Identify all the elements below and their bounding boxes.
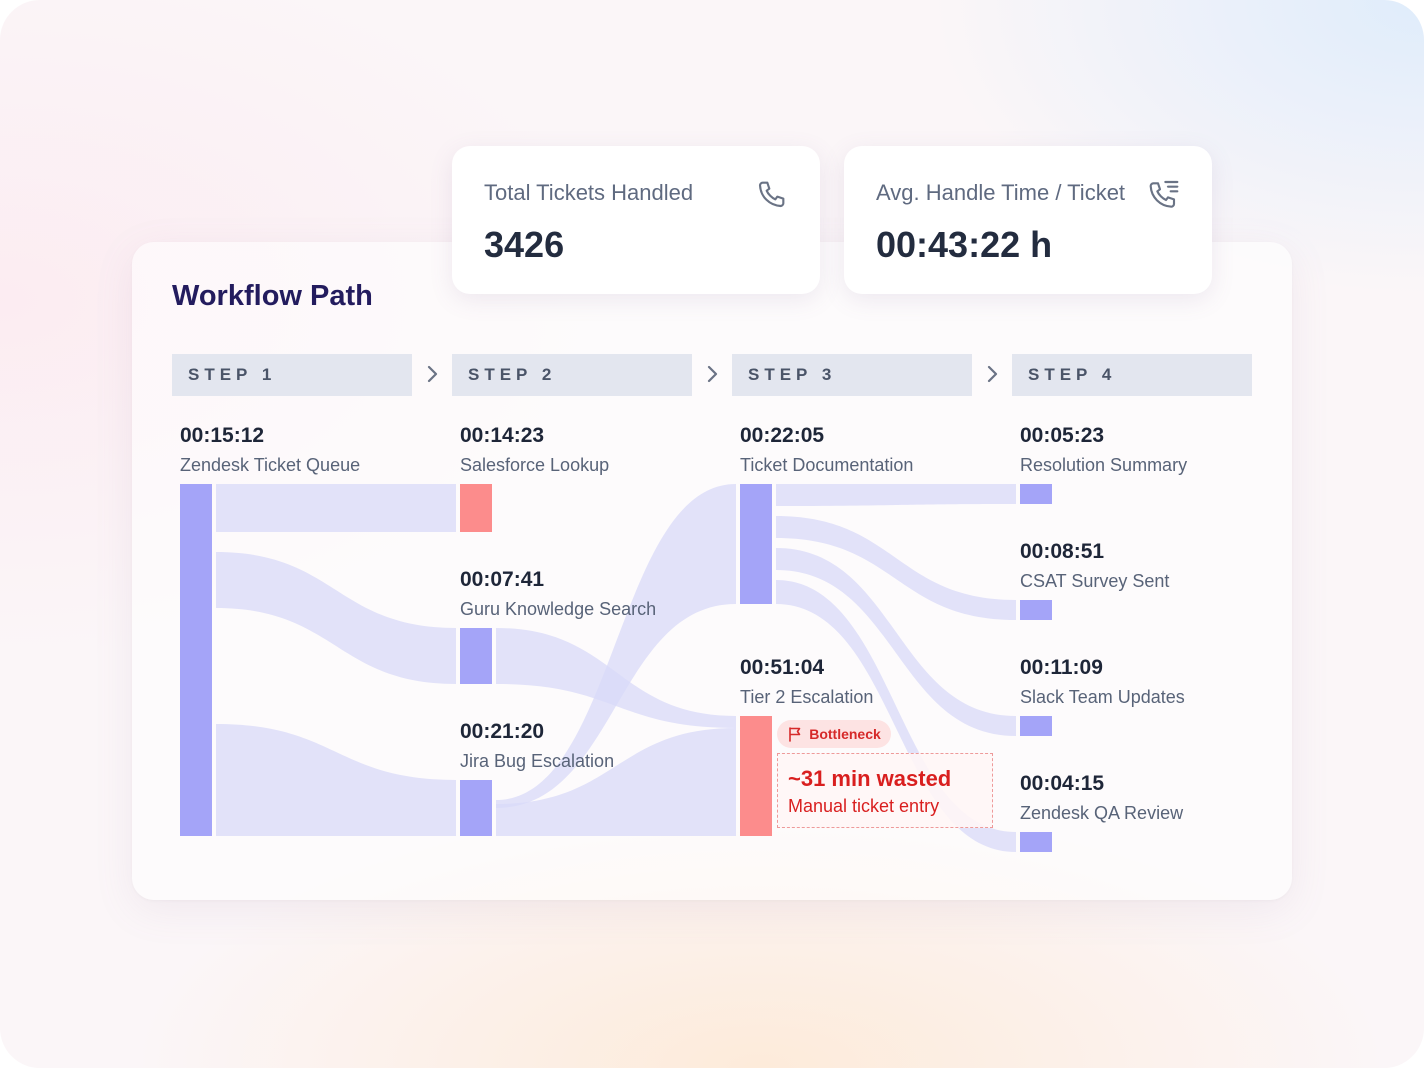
flow-documentation-to-qa <box>776 580 1016 852</box>
flow-queue-to-salesforce <box>216 484 456 532</box>
node-bar-jira-bug-escalation[interactable] <box>460 780 492 836</box>
node-bar-tier-2-escalation[interactable] <box>740 716 772 836</box>
node-time: 00:51:04 <box>740 656 825 679</box>
step-header-3: STEP 3 <box>732 354 972 396</box>
flow-documentation-to-resolution <box>776 484 1016 506</box>
waste-headline: ~31 min wasted <box>788 766 952 791</box>
node-bar-salesforce-lookup[interactable] <box>460 484 492 532</box>
node-bar-resolution-summary[interactable] <box>1020 484 1052 504</box>
step-header-2: STEP 2 <box>452 354 692 396</box>
flag-icon <box>789 727 801 742</box>
node-label: Salesforce Lookup <box>460 455 610 475</box>
waste-callout: ~31 min wasted Manual ticket entry <box>777 753 993 828</box>
node-label: Jira Bug Escalation <box>460 751 615 771</box>
node-label: Zendesk QA Review <box>1020 803 1184 823</box>
chevron-right-icon <box>707 365 718 383</box>
stat-card-avg-handle-time: Avg. Handle Time / Ticket 00:43:22 h <box>844 146 1212 294</box>
node-time: 00:11:09 <box>1020 656 1103 679</box>
stat-value: 00:43:22 h <box>876 224 1053 265</box>
stat-value: 3426 <box>484 224 565 265</box>
chevron-right-icon <box>987 365 998 383</box>
node-label: Tier 2 Escalation <box>740 687 874 707</box>
step-header-1: STEP 1 <box>172 354 412 396</box>
bottleneck-badge-label: Bottleneck <box>809 726 881 742</box>
flow-guru-to-escalation <box>496 628 736 728</box>
phone-list-icon <box>1149 180 1179 208</box>
node-label: Zendesk Ticket Queue <box>180 455 361 475</box>
flow-jira-to-escalation <box>496 728 736 836</box>
flow-documentation-to-csat <box>776 516 1016 620</box>
phone-icon <box>758 181 785 208</box>
node-label: Guru Knowledge Search <box>460 599 657 619</box>
node-time: 00:05:23 <box>1020 424 1105 447</box>
node-bar-slack-team-updates[interactable] <box>1020 716 1052 736</box>
node-label: Slack Team Updates <box>1020 687 1185 707</box>
node-time: 00:22:05 <box>740 424 825 447</box>
workflow-title: Workflow Path <box>172 280 373 312</box>
stat-label: Avg. Handle Time / Ticket <box>876 180 1126 205</box>
node-time: 00:08:51 <box>1020 540 1105 563</box>
node-time: 00:14:23 <box>460 424 545 447</box>
node-bar-zendesk-qa-review[interactable] <box>1020 832 1052 852</box>
flow-documentation-to-slack <box>776 548 1016 736</box>
step-header-4: STEP 4 <box>1012 354 1252 396</box>
stat-label: Total Tickets Handled <box>484 180 694 205</box>
node-time: 00:07:41 <box>460 568 545 591</box>
node-bar-zendesk-ticket-queue[interactable] <box>180 484 212 836</box>
bottleneck-badge: Bottleneck <box>777 720 891 748</box>
node-bar-csat-survey-sent[interactable] <box>1020 600 1052 620</box>
flow-jira-to-documentation <box>496 484 736 808</box>
flow-queue-to-guru <box>216 552 456 684</box>
node-time: 00:15:12 <box>180 424 265 447</box>
node-time: 00:04:15 <box>1020 772 1105 795</box>
node-time: 00:21:20 <box>460 720 545 743</box>
stat-card-total-tickets: Total Tickets Handled 3426 <box>452 146 820 294</box>
node-label: Resolution Summary <box>1020 455 1188 475</box>
node-label: Ticket Documentation <box>740 455 914 475</box>
flow-queue-to-jira <box>216 724 456 836</box>
waste-detail: Manual ticket entry <box>788 796 940 816</box>
node-label: CSAT Survey Sent <box>1020 571 1170 591</box>
chevron-right-icon <box>427 365 438 383</box>
node-bar-ticket-documentation[interactable] <box>740 484 772 604</box>
node-bar-guru-knowledge-search[interactable] <box>460 628 492 684</box>
